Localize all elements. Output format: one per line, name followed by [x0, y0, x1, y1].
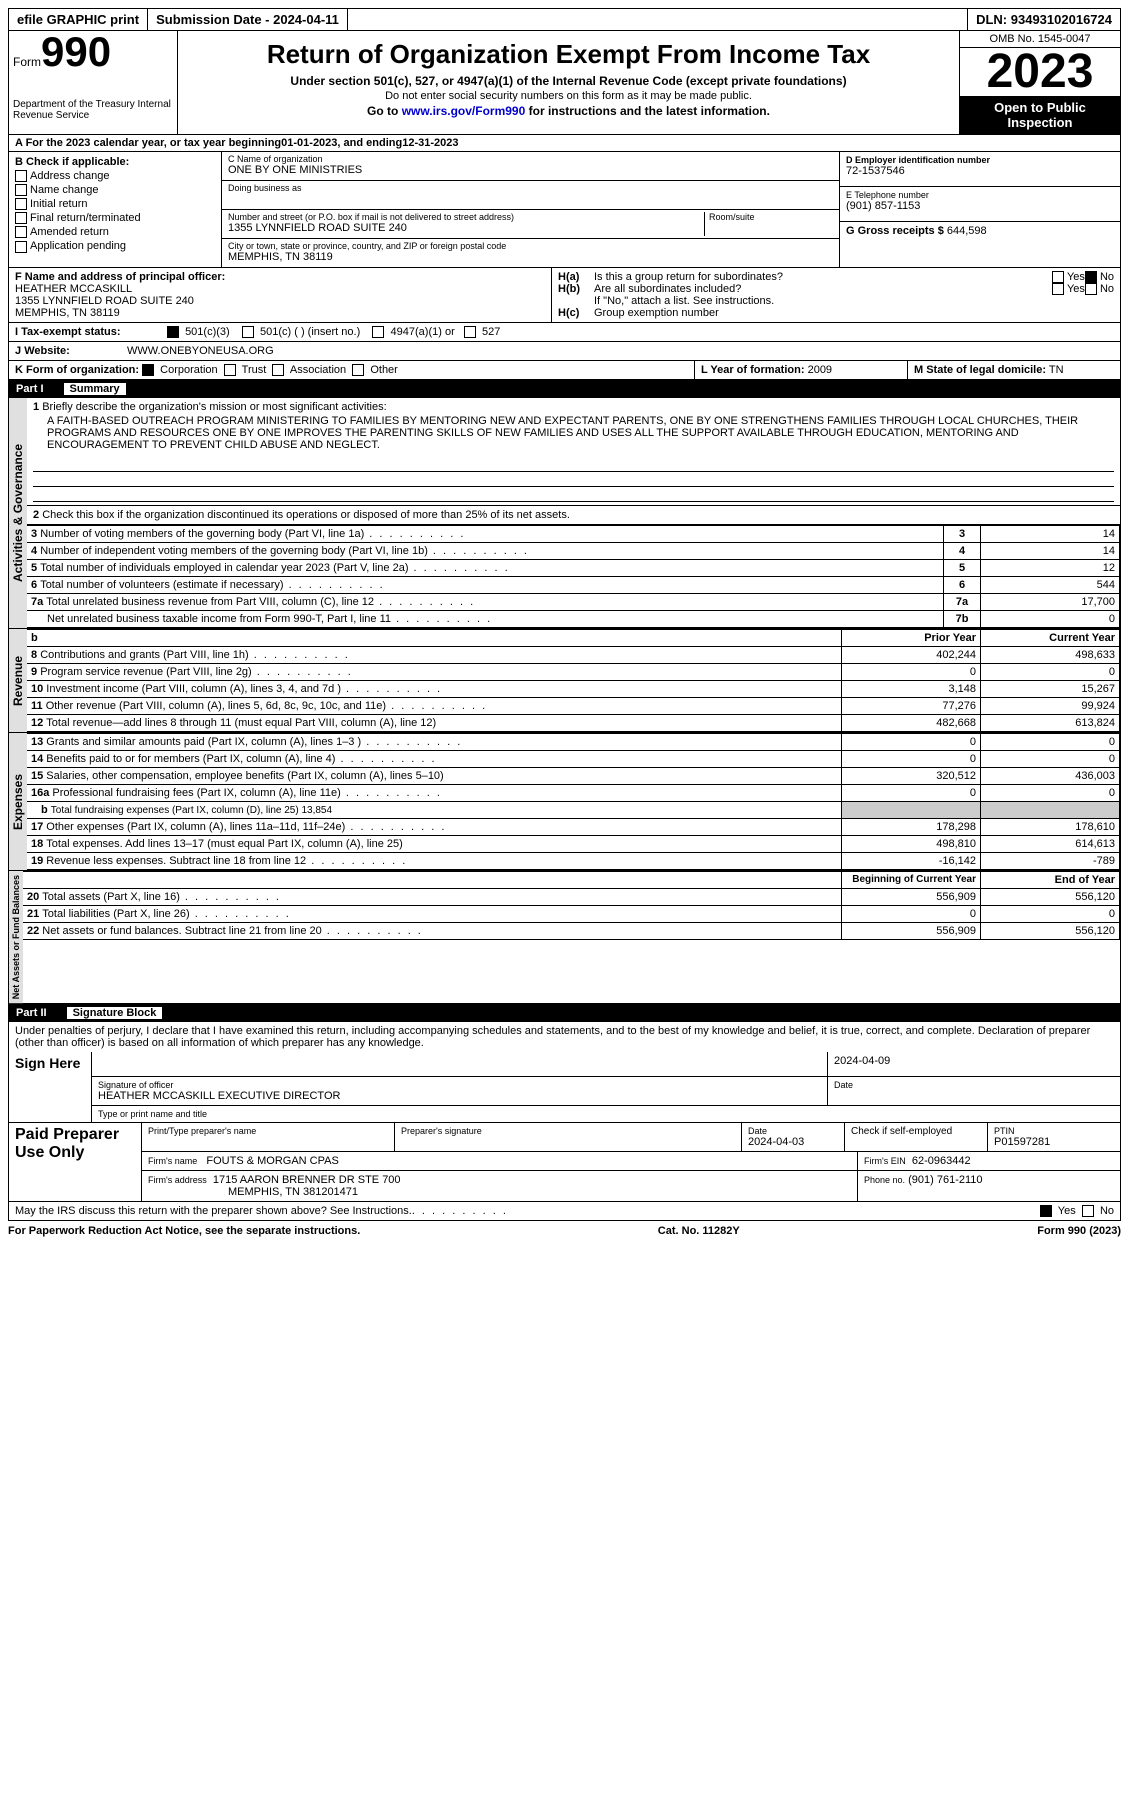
part2-header: Part II Signature Block — [8, 1004, 1121, 1022]
line-i: I Tax-exempt status: 501(c)(3) 501(c) ( … — [8, 323, 1121, 342]
discuss-row: May the IRS discuss this return with the… — [8, 1202, 1121, 1221]
part1-header: Part I Summary — [8, 380, 1121, 398]
org-info-block: B Check if applicable: Address change Na… — [8, 152, 1121, 268]
cb-name[interactable]: Name change — [15, 184, 215, 196]
side-revenue: Revenue — [9, 629, 27, 732]
cb-initial[interactable]: Initial return — [15, 198, 215, 210]
hb-yes[interactable] — [1052, 283, 1064, 295]
side-net: Net Assets or Fund Balances — [9, 871, 23, 1003]
cb-corp[interactable] — [142, 364, 154, 376]
ha-yes[interactable] — [1052, 271, 1064, 283]
officer-name: HEATHER MCCASKILL — [15, 283, 545, 295]
firm-name: FOUTS & MORGAN CPAS — [206, 1155, 338, 1167]
org-street: 1355 LYNNFIELD ROAD SUITE 240 — [228, 222, 704, 234]
line-a: A For the 2023 calendar year, or tax yea… — [8, 135, 1121, 152]
net-block: Net Assets or Fund Balances Beginning of… — [8, 871, 1121, 1004]
ein: 72-1537546 — [846, 165, 1114, 177]
irs-link[interactable]: www.irs.gov/Form990 — [402, 104, 526, 118]
governance-table: 3 Number of voting members of the govern… — [27, 525, 1120, 628]
section-deg: D Employer identification number72-15375… — [839, 152, 1120, 267]
header-mid: Return of Organization Exempt From Incom… — [178, 31, 959, 134]
line-klm: K Form of organization: Corporation Trus… — [8, 361, 1121, 380]
section-c: C Name of organizationONE BY ONE MINISTR… — [222, 152, 839, 267]
revenue-table: bPrior YearCurrent Year 8 Contributions … — [27, 629, 1120, 732]
dln: DLN: 93493102016724 — [968, 9, 1120, 30]
form-header: Form990 Department of the Treasury Inter… — [8, 31, 1121, 135]
side-expenses: Expenses — [9, 733, 27, 870]
discuss-no[interactable] — [1082, 1205, 1094, 1217]
efile-label: efile GRAPHIC print — [9, 9, 148, 30]
cb-address[interactable]: Address change — [15, 170, 215, 182]
line-j: J Website: WWW.ONEBYONEUSA.ORG — [8, 342, 1121, 361]
header-right: OMB No. 1545-0047 2023 Open to Public In… — [959, 31, 1120, 134]
section-f: F Name and address of principal officer:… — [9, 268, 552, 322]
sig-date: 2024-04-09 — [828, 1052, 1120, 1076]
top-bar: efile GRAPHIC print Submission Date - 20… — [8, 8, 1121, 31]
phone: (901) 857-1153 — [846, 200, 1114, 212]
hb-no[interactable] — [1085, 283, 1097, 295]
fh-block: F Name and address of principal officer:… — [8, 268, 1121, 323]
paid-preparer-block: Paid Preparer Use Only Print/Type prepar… — [8, 1123, 1121, 1202]
net-table: Beginning of Current YearEnd of Year 20 … — [23, 871, 1120, 940]
gross-receipts: 644,598 — [947, 225, 987, 237]
side-activities: Activities & Governance — [9, 398, 27, 628]
part1-body: Activities & Governance 1 Briefly descri… — [8, 398, 1121, 629]
cb-amended[interactable]: Amended return — [15, 226, 215, 238]
org-city: MEMPHIS, TN 38119 — [228, 251, 833, 263]
inspection-badge: Open to Public Inspection — [960, 96, 1120, 134]
footer: For Paperwork Reduction Act Notice, see … — [8, 1221, 1121, 1241]
section-h: H(a)Is this a group return for subordina… — [552, 268, 1120, 322]
cb-501c3[interactable] — [167, 326, 179, 338]
tax-year: 2023 — [960, 48, 1120, 96]
section-b: B Check if applicable: Address change Na… — [9, 152, 222, 267]
ha-no[interactable] — [1085, 271, 1097, 283]
expenses-table: 13 Grants and similar amounts paid (Part… — [27, 733, 1120, 870]
officer-sig: HEATHER MCCASKILL EXECUTIVE DIRECTOR — [98, 1090, 821, 1102]
discuss-yes[interactable] — [1040, 1205, 1052, 1217]
mission-text: A FAITH-BASED OUTREACH PROGRAM MINISTERI… — [47, 415, 1114, 451]
cb-final[interactable]: Final return/terminated — [15, 212, 215, 224]
subdate: Submission Date - 2024-04-11 — [148, 9, 348, 30]
revenue-block: Revenue bPrior YearCurrent Year 8 Contri… — [8, 629, 1121, 733]
dept-label: Department of the Treasury Internal Reve… — [13, 99, 173, 121]
org-name: ONE BY ONE MINISTRIES — [228, 164, 833, 176]
cb-pending[interactable]: Application pending — [15, 240, 215, 252]
expenses-block: Expenses 13 Grants and similar amounts p… — [8, 733, 1121, 871]
sign-here-block: Sign Here 2024-04-09 Signature of office… — [8, 1052, 1121, 1123]
form-title: Return of Organization Exempt From Incom… — [186, 39, 951, 70]
header-left: Form990 Department of the Treasury Inter… — [9, 31, 178, 134]
declaration: Under penalties of perjury, I declare th… — [8, 1022, 1121, 1052]
ptin: P01597281 — [994, 1136, 1114, 1148]
website: WWW.ONEBYONEUSA.ORG — [121, 342, 1120, 360]
